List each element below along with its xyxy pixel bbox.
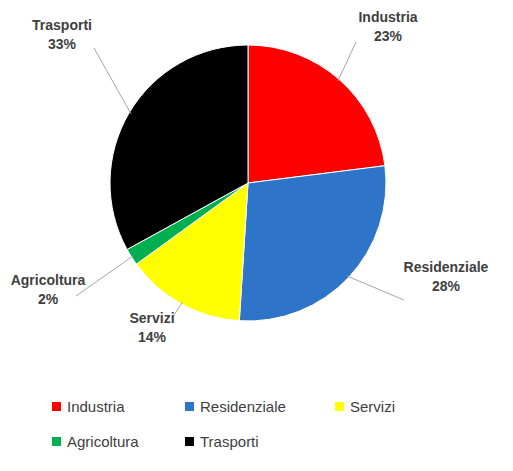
leader-line bbox=[338, 42, 356, 81]
data-label-category: Industria bbox=[358, 9, 417, 25]
legend-label: Industria bbox=[67, 398, 125, 415]
legend-swatch bbox=[335, 402, 344, 411]
pie-slice bbox=[239, 166, 386, 321]
data-label-category: Trasporti bbox=[32, 17, 92, 33]
legend-label: Servizi bbox=[350, 398, 395, 415]
legend-swatch bbox=[185, 402, 194, 411]
slices bbox=[110, 45, 386, 321]
data-label-value: 14% bbox=[138, 329, 167, 345]
data-label-category: Agricoltura bbox=[11, 272, 86, 288]
leader-line bbox=[347, 276, 404, 300]
legend-label: Agricoltura bbox=[67, 433, 139, 450]
chart-container: Industria 23% Residenziale 28% Servizi 14% Agr… bbox=[0, 0, 513, 471]
legend-label: Residenziale bbox=[200, 398, 286, 415]
data-label-value: 23% bbox=[374, 28, 403, 44]
data-label-category: Residenziale bbox=[404, 259, 489, 275]
data-label-value: 28% bbox=[432, 278, 461, 294]
legend-swatch bbox=[52, 437, 61, 446]
chart: Industria 23% Residenziale 28% Servizi 14% Agr… bbox=[0, 0, 513, 471]
legend-label: Trasporti bbox=[200, 433, 259, 450]
pie-slice bbox=[248, 45, 385, 183]
legend: Industria Residenziale Servizi Agricoltura T… bbox=[52, 398, 395, 450]
leader-line bbox=[94, 48, 131, 114]
pie-slice bbox=[110, 45, 248, 249]
legend-swatch bbox=[185, 437, 194, 446]
legend-swatch bbox=[52, 402, 61, 411]
data-label-value: 33% bbox=[48, 36, 77, 52]
data-label-value: 2% bbox=[38, 291, 59, 307]
data-label-category: Servizi bbox=[129, 310, 174, 326]
